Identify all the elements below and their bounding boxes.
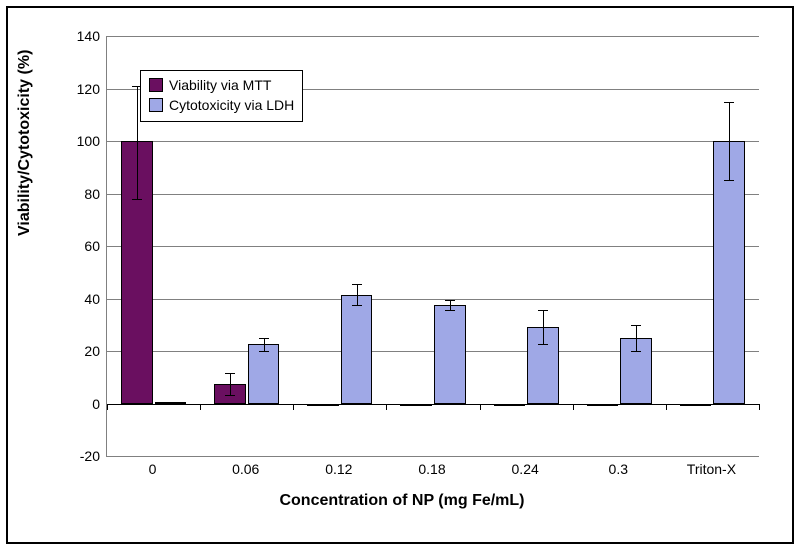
bar [307, 404, 339, 406]
y-tick-label: 100 [40, 134, 100, 148]
bar [434, 305, 466, 403]
x-tick-mark [293, 404, 294, 410]
error-cap [724, 180, 734, 181]
gridline [107, 456, 759, 457]
x-tick-mark [200, 404, 201, 410]
y-axis-title: Viability/Cytotoxicity (%) [16, 50, 34, 236]
x-category-label: 0.18 [418, 461, 445, 477]
legend: Viability via MTT Cytotoxicity via LDH [140, 70, 303, 122]
error-cap [631, 351, 641, 352]
x-category-label: 0.06 [232, 461, 259, 477]
bar [155, 402, 187, 404]
x-category-label: 0.12 [325, 461, 352, 477]
legend-label: Cytotoxicity via LDH [169, 96, 294, 114]
x-tick-mark [480, 404, 481, 410]
error-cap [225, 395, 235, 396]
y-tick-label: 40 [40, 292, 100, 306]
bar [494, 404, 526, 406]
error-cap [538, 310, 548, 311]
x-category-label: 0 [149, 461, 157, 477]
x-tick-mark [386, 404, 387, 410]
legend-swatch [149, 98, 163, 112]
y-tick-label: 0 [40, 397, 100, 411]
x-category-label: Triton-X [687, 461, 736, 477]
y-tick-label: 20 [40, 344, 100, 358]
bar [400, 404, 432, 406]
error-bar [729, 102, 730, 181]
legend-swatch [149, 78, 163, 92]
gridline [107, 194, 759, 195]
error-cap [445, 300, 455, 301]
y-tick-label: 80 [40, 187, 100, 201]
figure-border: Viability/Cytotoxicity (%) Concentration… [6, 6, 794, 544]
x-tick-mark [107, 404, 108, 410]
error-cap [259, 351, 269, 352]
gridline [107, 141, 759, 142]
x-category-label: 0.24 [512, 461, 539, 477]
y-tick-label: -20 [40, 449, 100, 463]
chart: Viability/Cytotoxicity (%) Concentration… [28, 26, 776, 528]
error-bar [137, 86, 138, 199]
y-tick-label: 60 [40, 239, 100, 253]
bar [680, 404, 712, 406]
error-bar [264, 338, 265, 351]
error-cap [259, 338, 269, 339]
error-cap [538, 344, 548, 345]
bar [587, 404, 619, 406]
gridline [107, 246, 759, 247]
gridline [107, 299, 759, 300]
legend-item: Cytotoxicity via LDH [149, 95, 294, 115]
legend-item: Viability via MTT [149, 75, 294, 95]
legend-label: Viability via MTT [169, 76, 271, 94]
gridline [107, 36, 759, 37]
error-bar [230, 373, 231, 395]
gridline [107, 351, 759, 352]
error-bar [543, 310, 544, 344]
error-bar [636, 325, 637, 351]
x-tick-mark [666, 404, 667, 410]
x-axis-title: Concentration of NP (mg Fe/mL) [28, 492, 776, 510]
y-tick-label: 120 [40, 82, 100, 96]
y-tick-label: 140 [40, 29, 100, 43]
error-cap [631, 325, 641, 326]
error-cap [445, 310, 455, 311]
error-cap [225, 373, 235, 374]
bar [248, 344, 280, 403]
x-category-label: 0.3 [609, 461, 628, 477]
error-cap [724, 102, 734, 103]
error-cap [352, 284, 362, 285]
bar [341, 295, 373, 404]
x-axis-line [107, 404, 759, 405]
x-tick-mark [759, 404, 760, 410]
error-cap [132, 199, 142, 200]
error-bar [357, 284, 358, 305]
x-tick-mark [573, 404, 574, 410]
error-bar [450, 300, 451, 309]
error-cap [352, 305, 362, 306]
